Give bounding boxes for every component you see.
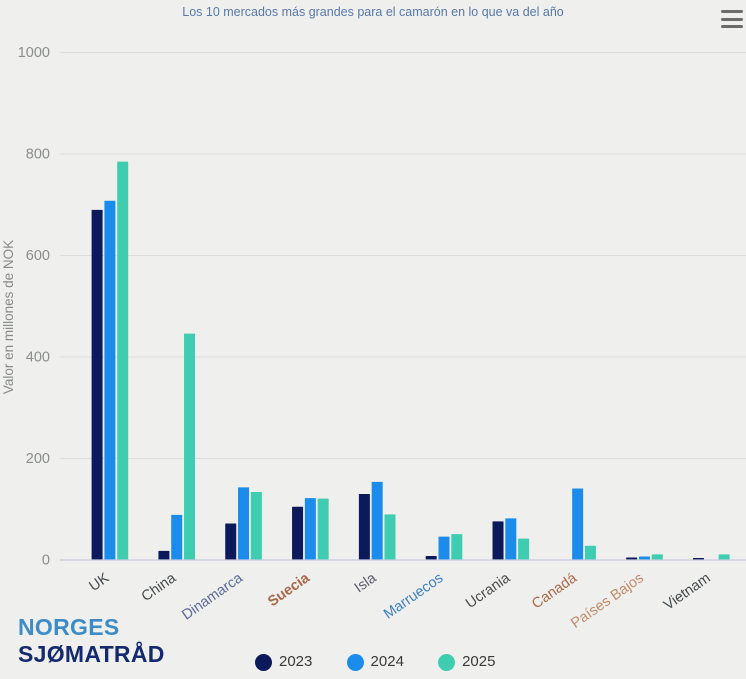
svg-text:800: 800 (26, 147, 50, 163)
svg-text:UK: UK (87, 570, 113, 595)
svg-text:Ucrania: Ucrania (463, 570, 514, 612)
svg-text:1000: 1000 (18, 45, 50, 61)
svg-text:Marruecos: Marruecos (381, 570, 446, 622)
svg-text:0: 0 (42, 553, 50, 569)
svg-text:Canadá: Canadá (529, 570, 581, 613)
svg-text:Suecia: Suecia (265, 570, 313, 610)
svg-text:Dinamarca: Dinamarca (179, 570, 246, 624)
svg-text:Vietnam: Vietnam (661, 570, 714, 613)
svg-text:China: China (139, 570, 180, 605)
svg-text:Isla: Isla (352, 570, 380, 597)
svg-text:400: 400 (26, 350, 50, 366)
svg-text:600: 600 (26, 248, 50, 264)
svg-text:200: 200 (26, 451, 50, 467)
svg-text:Países Bajos: Países Bajos (568, 570, 647, 632)
